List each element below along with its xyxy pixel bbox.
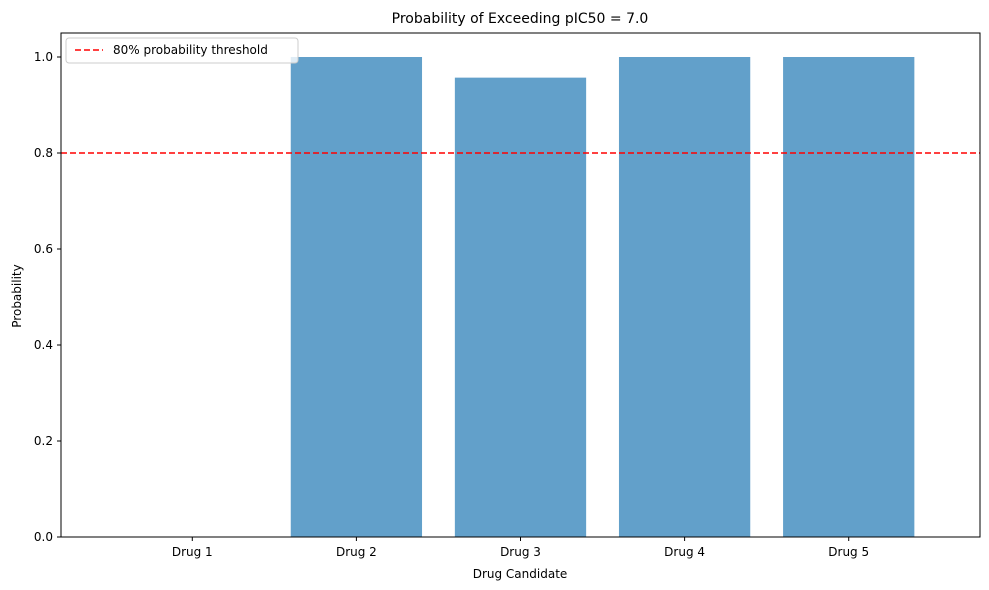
legend: 80% probability threshold (65, 37, 299, 64)
x-tick-label: Drug 5 (828, 545, 869, 559)
x-axis: Drug 1 Drug 2 Drug 3 Drug 4 Drug 5 (172, 537, 869, 559)
x-tick-label: Drug 1 (172, 545, 213, 559)
y-tick-label: 0.0 (34, 530, 53, 544)
legend-box (65, 37, 299, 64)
x-tick-label: Drug 4 (664, 545, 705, 559)
y-axis-label: Probability (10, 264, 24, 327)
bars-group (290, 57, 915, 537)
y-tick-label: 0.2 (34, 434, 53, 448)
y-tick-label: 0.6 (34, 242, 53, 256)
chart-title: Probability of Exceeding pIC50 = 7.0 (392, 11, 649, 27)
bar-drug-5 (783, 57, 915, 537)
bar-drug-4 (618, 57, 751, 537)
y-tick-label: 0.8 (34, 146, 53, 160)
y-tick-label: 0.4 (34, 338, 53, 352)
x-tick-label: Drug 2 (336, 545, 377, 559)
y-tick-label: 1.0 (34, 50, 53, 64)
x-tick-label: Drug 3 (500, 545, 541, 559)
legend-threshold-label: 80% probability threshold (113, 43, 268, 57)
bar-drug-3 (454, 77, 587, 537)
x-axis-label: Drug Candidate (473, 567, 568, 581)
bar-drug-2 (290, 57, 423, 537)
plot-frame (60, 32, 981, 538)
y-axis: 0.0 0.2 0.4 0.6 0.8 1.0 (34, 50, 61, 544)
